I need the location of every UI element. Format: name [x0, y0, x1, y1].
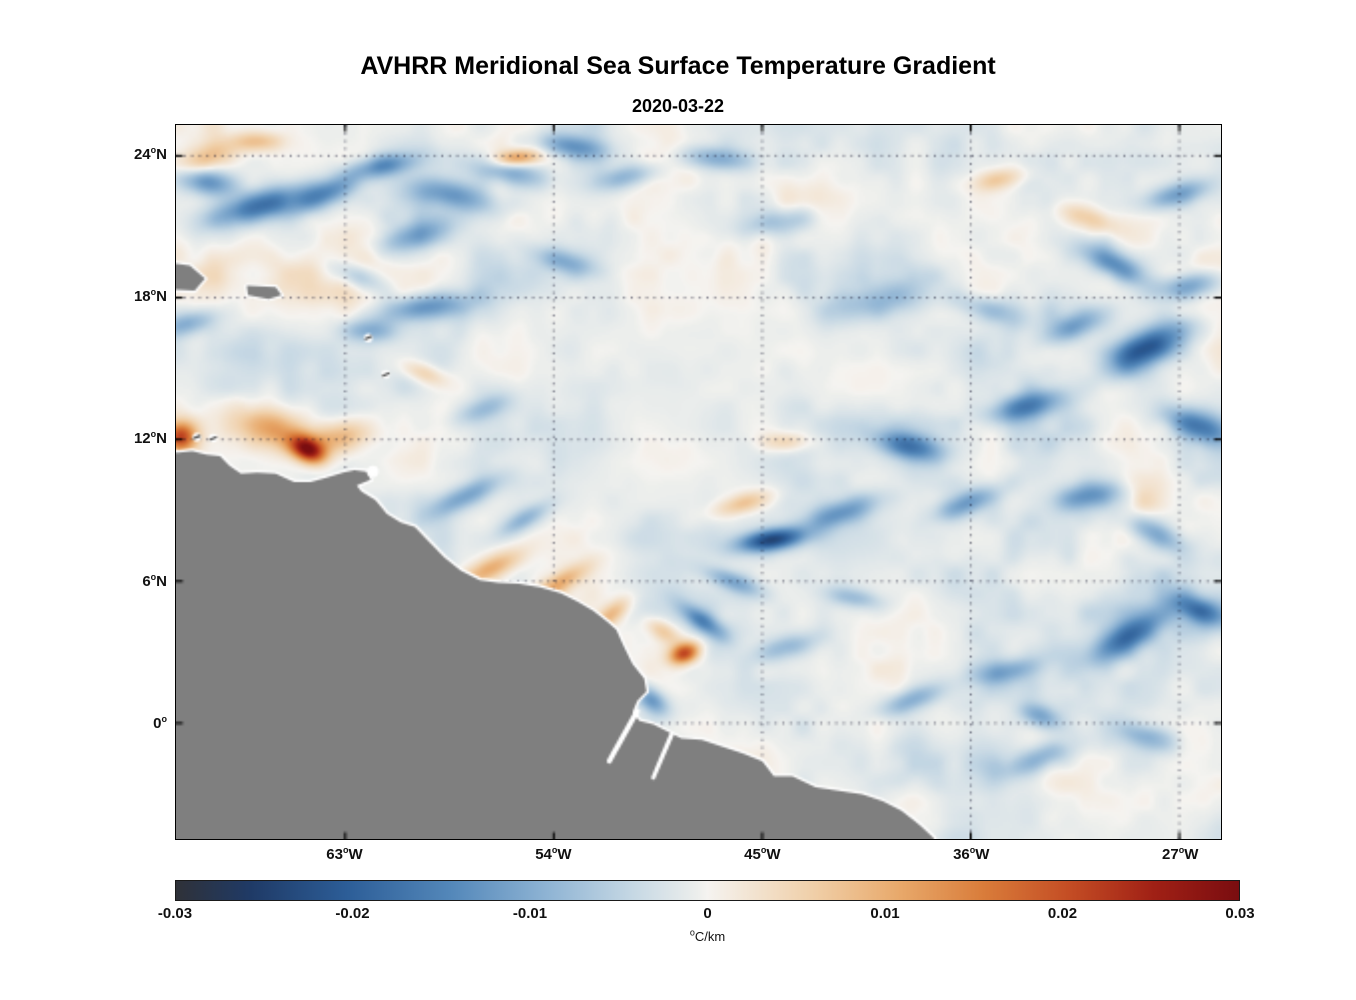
chart-title: AVHRR Meridional Sea Surface Temperature… [360, 52, 996, 80]
colorbar-unit-label: oC/km [175, 927, 1240, 944]
colorbar-gradient [175, 880, 1240, 901]
x-tick-label: 63oW [326, 845, 363, 864]
map-plot-area [175, 124, 1222, 840]
y-tick-label: 18oN [133, 287, 167, 306]
x-tick-label: 27oW [1162, 845, 1199, 864]
y-tick-label: 24oN [133, 144, 167, 163]
sst-map-canvas [176, 125, 1221, 839]
y-tick-label: 6oN [142, 571, 167, 590]
chart-date-subtitle: 2020-03-22 [631, 96, 725, 116]
y-tick-label: 12oN [133, 429, 167, 448]
colorbar-tick-label: 0.03 [1225, 905, 1255, 922]
colorbar-tick-label: -0.02 [335, 905, 370, 922]
x-tick-label: 54oW [535, 845, 572, 864]
x-tick-label: 36oW [953, 845, 990, 864]
y-axis-labels: 24oN 18oN 12oN 6oN 0o [0, 0, 167, 1000]
colorbar-tick-label: 0 [703, 905, 712, 922]
colorbar-tick-label: -0.01 [512, 905, 548, 922]
x-axis-labels: 63oW 54oW 45oW 36oW 27oW [0, 846, 1356, 872]
colorbar-tick-label: -0.03 [157, 905, 193, 922]
unit-text: oC/km [689, 927, 726, 944]
colorbar-tick-label: 0.01 [870, 905, 900, 922]
x-tick-label: 45oW [744, 845, 781, 864]
colorbar-tick-labels: -0.03 -0.02 -0.01 0 0.01 0.02 0.03 [0, 905, 1356, 925]
colorbar-tick-label: 0.02 [1047, 905, 1078, 922]
y-tick-label: 0o [153, 713, 167, 732]
